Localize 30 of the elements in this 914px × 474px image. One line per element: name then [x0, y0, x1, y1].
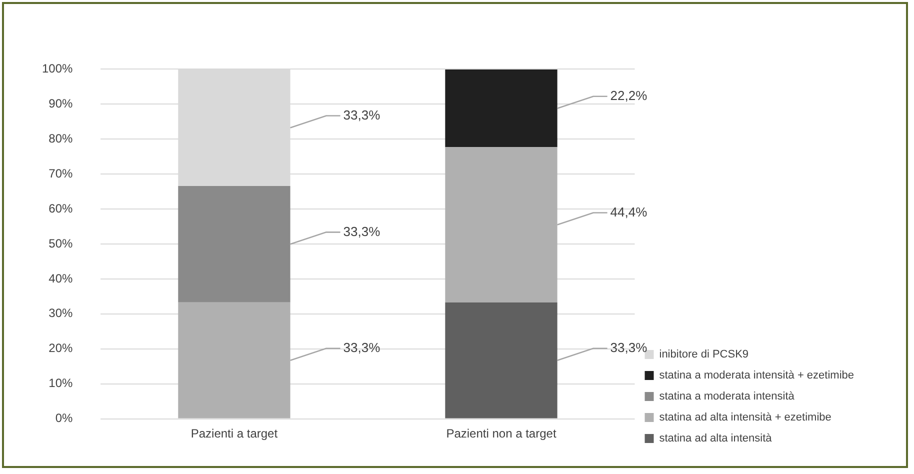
- bar: [178, 302, 290, 418]
- data-label: 44,4%: [610, 204, 648, 220]
- y-tick-label: 0%: [55, 411, 74, 426]
- y-tick-label: 20%: [48, 341, 74, 356]
- bar: [178, 186, 290, 302]
- legend-label: statina a moderata intensità: [659, 390, 796, 403]
- legend-label: inibitore di PCSK9: [659, 348, 749, 361]
- data-label: 33,3%: [610, 340, 648, 355]
- y-tick-label: 30%: [48, 306, 74, 320]
- legend-label: statina a moderata intensità + ezetimibe: [659, 370, 854, 382]
- y-tick-label: 40%: [48, 271, 74, 286]
- x-tick-label: Pazienti a target: [190, 426, 278, 440]
- bar: [178, 70, 290, 186]
- bar: [445, 70, 558, 148]
- y-tick-label: 70%: [48, 166, 74, 180]
- x-tick-label: Pazienti non a target: [446, 426, 557, 440]
- data-label: 33,3%: [343, 107, 381, 122]
- legend-label: statina ad alta intensità + ezetimibe: [659, 412, 832, 424]
- legend-label: statina ad alta intensità: [659, 432, 773, 445]
- y-tick-label: 80%: [48, 131, 74, 146]
- y-tick-label: 50%: [48, 236, 74, 250]
- data-label: 33,3%: [343, 224, 381, 239]
- data-label: 33,3%: [343, 340, 381, 355]
- y-tick-label: 60%: [48, 201, 74, 216]
- y-tick-label: 100%: [42, 62, 74, 76]
- y-tick-label: 10%: [48, 376, 74, 390]
- data-label: 22,2%: [610, 88, 648, 103]
- bar: [445, 302, 558, 418]
- bar: [445, 147, 558, 302]
- y-tick-label: 90%: [48, 96, 74, 110]
